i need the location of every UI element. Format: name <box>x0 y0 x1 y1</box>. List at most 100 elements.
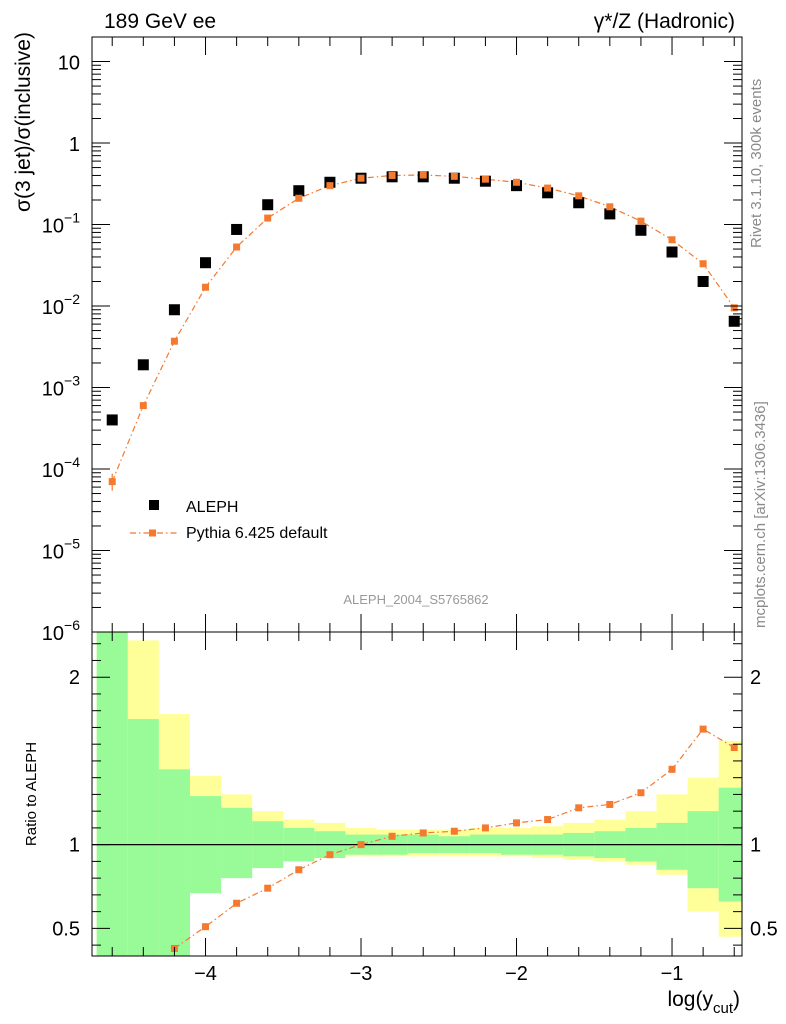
ratio-y-tick-label-right: 2 <box>750 667 761 689</box>
main-y-axis-label: σ(3 jet)/σ(inclusive) <box>12 32 35 212</box>
main-y-tick-label: 10−6 <box>42 617 80 645</box>
mc-point <box>699 260 707 268</box>
x-tick-label: −1 <box>661 963 684 985</box>
legend-label-data: ALEPH <box>186 499 238 516</box>
legend-label-mc: Pythia 6.425 default <box>186 525 328 542</box>
ratio-y-tick-label: 1 <box>69 835 80 857</box>
ratio-mc-point <box>730 744 738 752</box>
ratio-mc-point <box>202 923 210 931</box>
uncertainty-band-green <box>158 769 190 956</box>
rivet-label: Rivet 3.1.10, 300k events <box>748 79 765 248</box>
mc-point <box>139 402 147 410</box>
ratio-mc-point <box>264 884 272 892</box>
aleph-data-point <box>728 315 740 327</box>
mc-point <box>481 175 489 183</box>
mc-point <box>108 478 116 486</box>
mcplots-label: mcplots.cern.ch [arXiv:1306.3436] <box>752 401 769 628</box>
ratio-mc-point <box>357 841 365 849</box>
aleph-data-point <box>604 208 616 220</box>
mc-point <box>233 243 241 251</box>
main-panel: 10−6 10−5 10−4 10−3 10−2 10−1 1 10 σ(3 jet)/σ(i… <box>12 32 743 645</box>
ratio-panel: 0.5 0.5 1 1 2 2 −4 −3 −2 −1 Ratio to ALEPH log(y… <box>23 631 778 1017</box>
mc-point <box>637 217 645 225</box>
ratio-y-axis-label: Ratio to ALEPH <box>23 742 40 846</box>
uncertainty-band-green <box>469 834 501 854</box>
main-y-ticks: 10−6 10−5 10−4 10−3 10−2 10−1 1 10 <box>42 36 742 645</box>
mc-point <box>264 214 272 222</box>
main-plot-area <box>106 171 740 491</box>
main-x-ticks <box>111 37 735 632</box>
mc-point <box>606 203 614 211</box>
mc-point <box>202 283 210 291</box>
ratio-mc-point <box>450 827 458 835</box>
x-tick-label: −2 <box>505 963 528 985</box>
energy-label: 189 GeV ee <box>104 10 216 33</box>
ratio-mc-point <box>668 765 676 773</box>
aleph-data-point <box>137 359 149 371</box>
ratio-mc-point <box>295 866 303 874</box>
main-y-tick-label: 10−5 <box>42 536 80 564</box>
main-y-tick-label: 1 <box>69 134 80 156</box>
uncertainty-band-green <box>96 632 128 956</box>
ratio-mc-point <box>233 899 241 907</box>
uncertainty-band-green <box>127 719 159 956</box>
ratio-mc-point <box>699 725 707 733</box>
ratio-mc-point <box>575 804 583 812</box>
aleph-data-point <box>293 185 305 197</box>
mc-point <box>170 337 178 345</box>
main-y-tick-label: 10−1 <box>42 210 80 238</box>
aleph-data-point <box>542 187 554 199</box>
legend: ALEPH Pythia 6.425 default <box>130 499 328 542</box>
mc-point <box>419 171 427 179</box>
mc-point <box>388 171 396 179</box>
mc-point <box>513 178 521 186</box>
x-axis-label: log(ycut) <box>667 988 740 1017</box>
uncertainty-band-green <box>687 811 719 889</box>
aleph-data-point <box>231 223 243 235</box>
aleph-data-point <box>200 257 212 269</box>
ratio-y-ticks: 0.5 0.5 1 1 2 2 <box>52 643 778 946</box>
legend-data-marker <box>149 500 159 510</box>
mc-point <box>326 182 334 190</box>
aleph-data-point <box>106 414 118 426</box>
x-tick-label: −4 <box>194 963 217 985</box>
main-frame <box>91 36 743 633</box>
ratio-plot-area <box>92 632 742 956</box>
aleph-data-point <box>697 275 709 287</box>
uncertainty-band-green <box>407 834 439 854</box>
mc-point <box>730 304 738 312</box>
uncertainty-band-green <box>221 807 253 879</box>
ratio-y-tick-label: 0.5 <box>52 918 80 940</box>
mc-point <box>544 184 552 192</box>
x-tick-label: −3 <box>350 963 373 985</box>
aleph-data-point <box>573 197 585 209</box>
ratio-mc-point <box>326 851 334 859</box>
aleph-data-point <box>168 304 180 316</box>
ratio-y-tick-label: 2 <box>69 667 80 689</box>
ratio-mc-point <box>419 829 427 837</box>
mc-point <box>295 194 303 202</box>
mc-point <box>575 192 583 200</box>
legend-mc-marker <box>149 529 156 537</box>
mc-point <box>450 172 458 180</box>
analysis-id-label: ALEPH_2004_S5765862 <box>343 592 488 607</box>
ratio-mc-point <box>606 800 614 808</box>
main-y-tick-label: 10 <box>58 53 80 75</box>
ratio-x-ticks: −4 −3 −2 −1 <box>111 632 735 985</box>
mc-point <box>357 174 365 182</box>
ratio-mc-point <box>481 824 489 832</box>
ratio-y-tick-label-right: 0.5 <box>750 918 778 940</box>
main-y-tick-label: 10−2 <box>42 291 80 319</box>
uncertainty-band-green <box>656 822 688 870</box>
ratio-mc-point <box>637 789 645 797</box>
main-y-tick-label: 10−3 <box>42 373 80 401</box>
ratio-mc-point <box>388 832 396 840</box>
main-y-tick-label: 10−4 <box>42 454 80 482</box>
aleph-data-point <box>262 199 274 211</box>
ratio-mc-point <box>513 819 521 827</box>
aleph-data-point <box>666 246 678 258</box>
ratio-y-tick-label-right: 1 <box>750 835 761 857</box>
ratio-mc-point <box>544 816 552 824</box>
process-label: γ*/Z (Hadronic) <box>594 10 735 33</box>
